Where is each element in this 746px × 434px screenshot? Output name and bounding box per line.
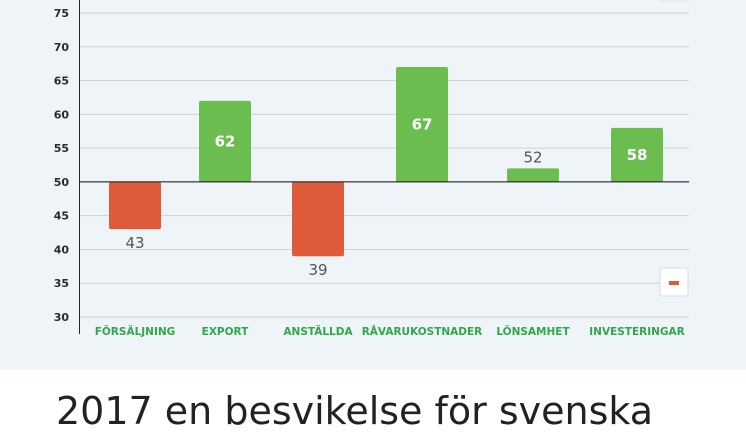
y-tick-label: 35 bbox=[54, 277, 69, 290]
y-tick-label: 75 bbox=[54, 7, 69, 20]
article-headline: 2017 en besvikelse för svenska bbox=[56, 389, 654, 433]
category-label: ANSTÄLLDA bbox=[283, 324, 353, 338]
data-label: 58 bbox=[627, 146, 648, 164]
bar-anställda bbox=[292, 181, 344, 257]
y-tick-label: 70 bbox=[54, 41, 70, 54]
data-label: 52 bbox=[523, 148, 542, 166]
data-label: 62 bbox=[215, 132, 236, 150]
bars bbox=[109, 67, 663, 257]
y-tick-label: 50 bbox=[54, 176, 70, 189]
y-tick-label: 60 bbox=[54, 108, 70, 121]
y-tick-label: 30 bbox=[54, 311, 70, 324]
data-label: 67 bbox=[412, 115, 433, 133]
y-axis-ticks: 30 35 40 45 50 55 60 65 70 75 bbox=[54, 7, 70, 324]
y-tick-label: 55 bbox=[54, 142, 69, 155]
bar-försäljning bbox=[109, 181, 161, 230]
bar-investeringar bbox=[611, 127, 663, 182]
category-labels: FÖRSÄLJNING EXPORT ANSTÄLLDA RÅVARUKOSTNADE… bbox=[95, 324, 685, 338]
y-tick-label: 40 bbox=[54, 243, 70, 256]
category-label: RÅVARUKOSTNADER bbox=[362, 325, 483, 338]
category-label: EXPORT bbox=[202, 326, 250, 338]
bar-lönsamhet bbox=[507, 168, 559, 182]
legend: – bbox=[659, 0, 690, 297]
category-label: FÖRSÄLJNING bbox=[95, 324, 176, 338]
bar-export bbox=[199, 100, 251, 182]
grid-lines bbox=[80, 12, 689, 318]
y-tick-label: 45 bbox=[54, 210, 69, 223]
y-tick-label: 65 bbox=[54, 75, 69, 88]
data-labels: 43 62 39 67 52 58 bbox=[125, 115, 647, 279]
data-label: 43 bbox=[125, 234, 144, 252]
data-label: 39 bbox=[308, 261, 327, 279]
bar-råvarukostnader bbox=[396, 67, 448, 182]
category-label: LÖNSAMHET bbox=[496, 324, 570, 338]
legend-swatch-negative bbox=[669, 281, 679, 285]
bar-chart: 30 35 40 45 50 55 60 65 70 75 43 62 39 67 52 58 FÖRSÄL… bbox=[54, 0, 690, 338]
category-label: INVESTERINGAR bbox=[589, 326, 685, 338]
chart-panel: 30 35 40 45 50 55 60 65 70 75 43 62 39 67 52 58 FÖRSÄL… bbox=[0, 0, 746, 370]
legend-top-box bbox=[659, 0, 690, 2]
